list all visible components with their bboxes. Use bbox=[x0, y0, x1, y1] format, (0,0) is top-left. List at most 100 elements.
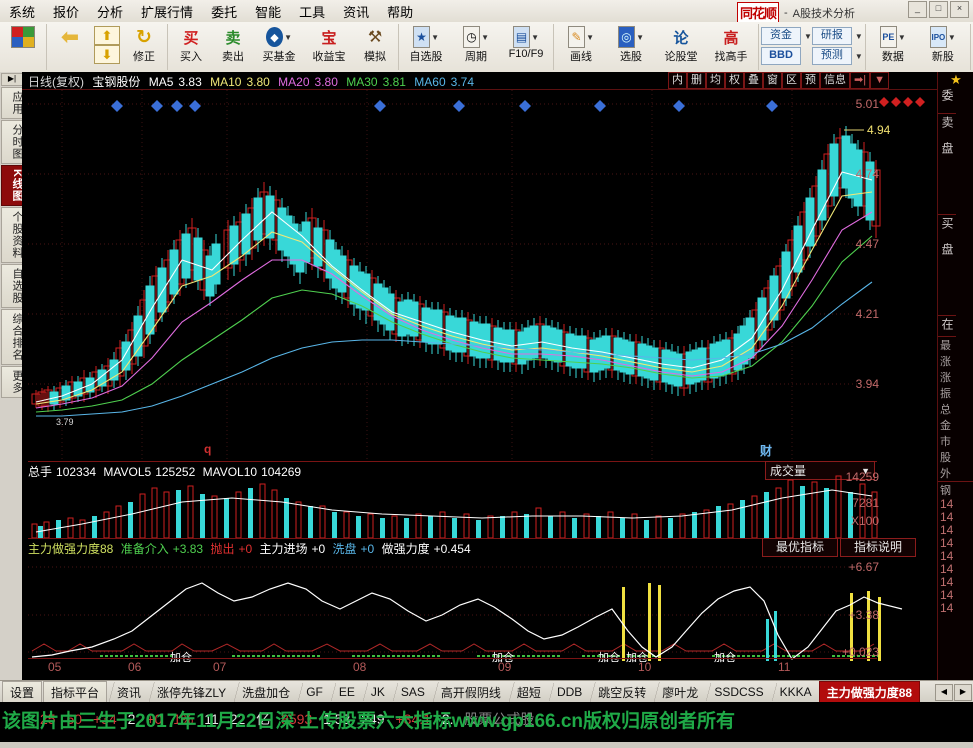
income-treasure-button[interactable]: 宝 收益宝 bbox=[304, 24, 354, 64]
sidebar-item-intraday[interactable]: 分时图 bbox=[1, 120, 23, 164]
tab-ultra-short[interactable]: 超短 bbox=[507, 681, 547, 703]
sidebar-item-stock-info[interactable]: 个股资料 bbox=[1, 206, 23, 263]
stock-picker-button[interactable]: ◎ ▼ 选股 bbox=[606, 24, 656, 64]
tab-gap-fake-bear[interactable]: 高开假阴线 bbox=[431, 681, 507, 703]
tab-next-button[interactable]: ▶ bbox=[954, 683, 972, 701]
chevron-down-icon[interactable]: ▼ bbox=[804, 31, 812, 41]
menu-item-help[interactable]: 帮助 bbox=[387, 4, 414, 20]
menu-item-system[interactable]: 系统 bbox=[9, 4, 36, 20]
chart-plot[interactable]: 4.94 3.79 5.01 4.74 4.47 4.21 3.9 bbox=[22, 90, 937, 680]
chevron-down-icon[interactable]: ▼ bbox=[854, 51, 863, 61]
tab-zly[interactable]: 涨停先锋ZLY bbox=[148, 681, 232, 703]
ipo-button[interactable]: IPO ▼ 新股 bbox=[918, 24, 968, 64]
indicator-description-button[interactable]: 指标说明 bbox=[840, 538, 916, 557]
scroll-updown-button[interactable]: ⬆ ⬇ bbox=[91, 24, 123, 65]
chart-btn-average[interactable]: 均 bbox=[706, 72, 726, 89]
chart-btn-zone[interactable]: 区 bbox=[782, 72, 802, 89]
tab-gf[interactable]: GF bbox=[297, 683, 329, 701]
stat-row-5: 金 bbox=[940, 420, 951, 432]
favorite-star-icon[interactable]: ★ bbox=[950, 72, 962, 87]
volume-axis-unit: X100 bbox=[850, 514, 879, 528]
chart-btn-info[interactable]: 信息 bbox=[820, 72, 851, 89]
tab-liaoyelong[interactable]: 廖叶龙 bbox=[653, 681, 704, 703]
tab-prev-button[interactable]: ◀ bbox=[935, 683, 953, 701]
forecast-button[interactable]: 预测 ▼ bbox=[811, 47, 863, 65]
close-button[interactable]: × bbox=[950, 1, 969, 18]
indicator-axis-tick-1: +3.38 bbox=[848, 608, 879, 622]
find-expert-button[interactable]: 高 找高手 bbox=[706, 24, 756, 64]
chart-btn-window[interactable]: 窗 bbox=[763, 72, 783, 89]
chart-btn-overlay[interactable]: 叠 bbox=[744, 72, 764, 89]
simulate-label: 模拟 bbox=[364, 51, 386, 63]
volume-indicator-dropdown[interactable]: 成交量 ▼ bbox=[765, 461, 875, 480]
period-button[interactable]: ◷ ▼ 周期 bbox=[451, 24, 501, 64]
ma10-value: 3.80 bbox=[246, 75, 270, 89]
chart-btn-inner[interactable]: 内 bbox=[668, 72, 688, 89]
menu-item-smart[interactable]: 智能 bbox=[255, 4, 282, 20]
tab-kkka[interactable]: KKKA bbox=[770, 683, 818, 701]
indicator-field-1-label: 抛出 bbox=[210, 542, 235, 556]
buy-button[interactable]: 买 买入 bbox=[170, 24, 212, 64]
f10-report-button[interactable]: ▤ ▼ F10/F9 bbox=[501, 24, 551, 60]
watchlist-button[interactable]: ★ ▼ 自选股 bbox=[401, 24, 451, 64]
correct-label: 修正 bbox=[133, 51, 155, 63]
menu-item-news[interactable]: 资讯 bbox=[343, 4, 370, 20]
sidebar-item-watchlist[interactable]: 自选股 bbox=[1, 263, 23, 308]
tab-jk[interactable]: JK bbox=[361, 683, 391, 701]
ma5-label: MA5 bbox=[148, 75, 174, 89]
tick-value-3: 14 bbox=[940, 536, 954, 550]
volume-pane-divider bbox=[28, 538, 877, 539]
sidebar-item-ranking[interactable]: 综合排名 bbox=[1, 308, 23, 365]
draw-line-button[interactable]: ✎ ▼ 画线 bbox=[556, 24, 606, 64]
indicator-platform-button[interactable]: 指标平台 bbox=[43, 680, 108, 704]
sell-button[interactable]: 卖 卖出 bbox=[212, 24, 254, 64]
simulate-button[interactable]: ⚒ 模拟 bbox=[354, 24, 396, 64]
sidebar-item-apps[interactable]: 应用 bbox=[1, 87, 23, 119]
tab-ee[interactable]: EE bbox=[329, 683, 361, 701]
chevron-down-icon[interactable]: ▼ bbox=[861, 465, 870, 476]
chart-btn-next[interactable]: ➡| bbox=[850, 72, 871, 89]
chevron-down-icon[interactable]: ▼ bbox=[854, 31, 863, 41]
sidebar-item-kline[interactable]: K线图 bbox=[1, 165, 23, 206]
buy-fund-button[interactable]: ◆ ▼ 买基金 bbox=[254, 24, 304, 64]
ma20-label: MA20 bbox=[278, 75, 310, 89]
stat-row-8: 外 bbox=[940, 468, 951, 480]
correct-button[interactable]: ↻ 修正 bbox=[123, 24, 165, 64]
best-indicator-button[interactable]: 最优指标 bbox=[762, 538, 838, 557]
minimize-button[interactable]: _ bbox=[908, 1, 927, 18]
menu-item-quotes[interactable]: 报价 bbox=[53, 4, 80, 20]
chart-btn-rights[interactable]: 权 bbox=[725, 72, 745, 89]
menu-item-analysis[interactable]: 分析 bbox=[97, 4, 124, 20]
menu-item-trade[interactable]: 委托 bbox=[211, 4, 238, 20]
tab-sas[interactable]: SAS bbox=[391, 683, 431, 701]
tab-gap-reversal[interactable]: 跳空反转 bbox=[589, 681, 652, 703]
home-tile-button[interactable] bbox=[2, 24, 44, 49]
chart-btn-dropdown[interactable]: ▼ bbox=[870, 72, 889, 89]
tick-value-6: 14 bbox=[940, 575, 954, 589]
forum-button[interactable]: 论 论股堂 bbox=[656, 24, 706, 64]
tab-ddb[interactable]: DDB bbox=[547, 683, 588, 701]
tab-washout-add[interactable]: 洗盘加仓 bbox=[233, 681, 296, 703]
tab-main-force-strength-88[interactable]: 主力做强力度88 bbox=[818, 680, 921, 704]
chart-btn-delete[interactable]: 删 bbox=[687, 72, 707, 89]
volume-indicator-label: 成交量 bbox=[770, 463, 807, 478]
data-button[interactable]: PE ▼ 数据 bbox=[868, 24, 918, 64]
sidebar-collapse-icon[interactable]: ▶| bbox=[1, 73, 23, 86]
research-button[interactable]: 研报 ▼ bbox=[811, 27, 863, 45]
tab-news[interactable]: 资讯 bbox=[108, 681, 147, 703]
back-button[interactable]: ⬅ bbox=[49, 24, 91, 49]
settings-button[interactable]: 设置 bbox=[2, 680, 43, 704]
chart-btn-forecast[interactable]: 预 bbox=[801, 72, 821, 89]
bbd-button[interactable]: BBD bbox=[761, 47, 812, 65]
capital-button[interactable]: 资金 ▼ bbox=[761, 27, 812, 45]
price-pane[interactable]: 4.94 3.79 5.01 4.74 4.47 4.21 3.9 bbox=[22, 90, 937, 462]
period-label: 周期 bbox=[465, 51, 487, 63]
sidebar-item-more[interactable]: 更多 bbox=[1, 365, 23, 398]
tab-ssdcss[interactable]: SSDCSS bbox=[705, 683, 769, 701]
maximize-button[interactable]: □ bbox=[929, 1, 948, 18]
price-axis-tick-4: 3.94 bbox=[855, 377, 879, 391]
menu-item-extended-quotes[interactable]: 扩展行情 bbox=[141, 4, 194, 20]
indicator-pane[interactable]: 主力做强力度88 准备介入 +3.83 抛出 +0 主力进场 +0 洗盘 +0 做强力度… bbox=[22, 538, 937, 680]
menu-item-tools[interactable]: 工具 bbox=[299, 4, 326, 20]
volume-pane[interactable]: 总手 102334 MAVOL5 125252 MAVOL10 104269 成交量 … bbox=[22, 461, 937, 539]
